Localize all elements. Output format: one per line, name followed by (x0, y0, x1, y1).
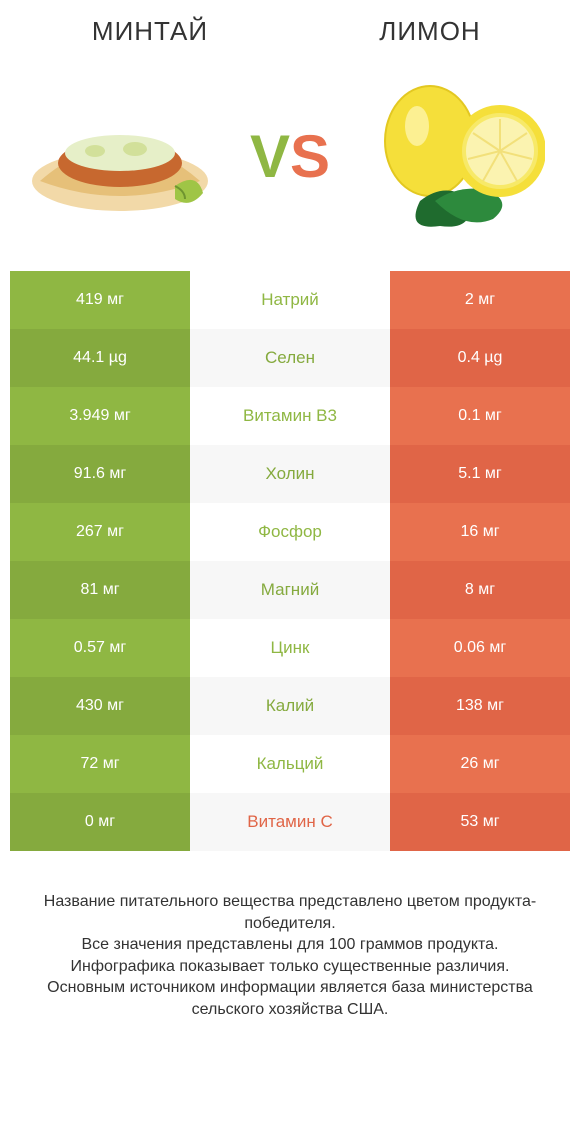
value-right: 0.1 мг (390, 387, 570, 445)
value-right: 138 мг (390, 677, 570, 735)
value-left: 44.1 µg (10, 329, 190, 387)
value-left: 0 мг (10, 793, 190, 851)
table-row: 91.6 мгХолин5.1 мг (10, 445, 570, 503)
footer-line-1: Название питательного вещества представл… (20, 891, 560, 934)
value-left: 72 мг (10, 735, 190, 793)
table-row: 44.1 µgСелен0.4 µg (10, 329, 570, 387)
table-row: 267 мгФосфор16 мг (10, 503, 570, 561)
value-left: 430 мг (10, 677, 190, 735)
nutrient-label: Витамин B3 (190, 387, 390, 445)
title-right: ЛИМОН (290, 16, 570, 47)
left-image (10, 71, 230, 241)
table-row: 72 мгКальций26 мг (10, 735, 570, 793)
vs-s: S (290, 122, 330, 191)
value-left: 91.6 мг (10, 445, 190, 503)
table-row: 3.949 мгВитамин B30.1 мг (10, 387, 570, 445)
nutrient-label: Холин (190, 445, 390, 503)
value-left: 81 мг (10, 561, 190, 619)
nutrient-label: Натрий (190, 271, 390, 329)
images-row: VS (0, 51, 580, 271)
lemon-icon (375, 81, 545, 231)
value-right: 26 мг (390, 735, 570, 793)
value-right: 53 мг (390, 793, 570, 851)
title-left: МИНТАЙ (10, 16, 290, 47)
footer-text: Название питательного вещества представл… (0, 851, 580, 1041)
value-right: 16 мг (390, 503, 570, 561)
table-row: 419 мгНатрий2 мг (10, 271, 570, 329)
comparison-table: 419 мгНатрий2 мг44.1 µgСелен0.4 µg3.949 … (10, 271, 570, 851)
footer-line-3: Инфографика показывает только существенн… (20, 956, 560, 978)
vs-cell: VS (230, 122, 350, 191)
table-row: 81 мгМагний8 мг (10, 561, 570, 619)
header-row: МИНТАЙ ЛИМОН (0, 0, 580, 51)
vs-v: V (250, 122, 290, 191)
value-left: 3.949 мг (10, 387, 190, 445)
vs-text: VS (250, 122, 330, 191)
taco-icon (25, 91, 215, 221)
nutrient-label: Кальций (190, 735, 390, 793)
table-row: 0.57 мгЦинк0.06 мг (10, 619, 570, 677)
value-right: 2 мг (390, 271, 570, 329)
value-right: 0.06 мг (390, 619, 570, 677)
nutrient-label: Витамин C (190, 793, 390, 851)
value-right: 0.4 µg (390, 329, 570, 387)
value-right: 8 мг (390, 561, 570, 619)
footer-line-4: Основным источником информации является … (20, 977, 560, 1020)
nutrient-label: Селен (190, 329, 390, 387)
value-left: 0.57 мг (10, 619, 190, 677)
value-right: 5.1 мг (390, 445, 570, 503)
nutrient-label: Цинк (190, 619, 390, 677)
nutrient-label: Магний (190, 561, 390, 619)
right-image (350, 71, 570, 241)
value-left: 419 мг (10, 271, 190, 329)
table-row: 430 мгКалий138 мг (10, 677, 570, 735)
nutrient-label: Фосфор (190, 503, 390, 561)
footer-line-2: Все значения представлены для 100 граммо… (20, 934, 560, 956)
nutrient-label: Калий (190, 677, 390, 735)
table-row: 0 мгВитамин C53 мг (10, 793, 570, 851)
value-left: 267 мг (10, 503, 190, 561)
